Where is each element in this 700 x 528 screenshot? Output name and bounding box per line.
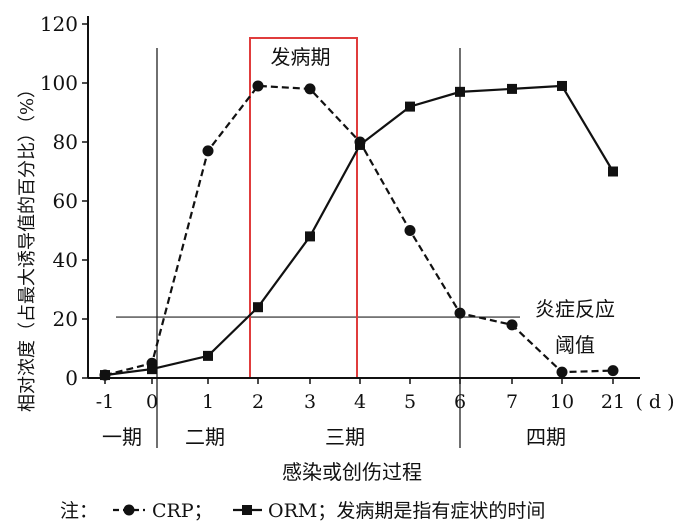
orm-point-2 <box>253 302 263 313</box>
y-tick-label-20: 20 <box>53 307 78 331</box>
phase-label-4: 四期 <box>526 425 566 449</box>
x-tick-label-21: 21 <box>601 391 625 413</box>
series-line-crp <box>104 84 614 377</box>
series-line-orm <box>104 84 614 377</box>
x-tick-label-3: 3 <box>304 391 316 413</box>
orm-point-21 <box>608 166 618 177</box>
x-tick-label-0: 0 <box>146 391 158 413</box>
y-tick-label-100: 100 <box>40 71 78 95</box>
axes <box>82 16 640 384</box>
legend-orm-marker <box>242 505 252 515</box>
phase-label-1: 一期 <box>102 425 142 449</box>
orm-point-4 <box>355 139 365 150</box>
chart-guides <box>116 37 520 448</box>
x-tick-label-4: 4 <box>354 391 366 413</box>
crp-point-10 <box>556 366 568 378</box>
onset-highlight-box <box>249 37 358 379</box>
x-tick-label-10: 10 <box>550 391 574 413</box>
legend-orm-label: ORM；发病期是指有症状的时间 <box>268 500 545 522</box>
crp-point-5 <box>404 225 416 236</box>
orm-point-0 <box>147 364 157 375</box>
x-axis-title: 感染或创伤过程 <box>282 460 422 484</box>
crp-point-1 <box>202 145 214 157</box>
y-tick-label-40: 40 <box>53 248 78 272</box>
orm-point-6 <box>455 86 465 97</box>
onset-highlight-label: 发病期 <box>271 45 331 69</box>
legend-crp-marker <box>123 504 135 516</box>
series-layer <box>99 80 619 381</box>
crp-point-6 <box>454 307 466 319</box>
x-unit-label: ( d ) <box>635 391 674 413</box>
y-tick-label-80: 80 <box>53 130 78 154</box>
crp-point-3 <box>304 83 316 95</box>
x-tick-label-6: 6 <box>454 391 466 413</box>
x-tick-label--1: -1 <box>96 391 115 413</box>
phase-label-3: 三期 <box>325 425 365 449</box>
y-tick-label-120: 120 <box>40 12 78 36</box>
threshold-label-line1: 炎症反应 <box>535 297 615 321</box>
note-prefix: 注： <box>60 500 98 522</box>
legend-crp-label: CRP； <box>152 500 213 522</box>
threshold-label-line2: 阈值 <box>555 333 595 357</box>
orm-point-1 <box>203 350 213 361</box>
orm-point-5 <box>405 101 415 112</box>
orm-point-10 <box>557 80 567 91</box>
phase-label-2: 二期 <box>185 425 225 449</box>
crp-point-21 <box>607 365 619 377</box>
x-tick-label-1: 1 <box>202 391 214 413</box>
y-tick-label-0: 0 <box>65 366 78 390</box>
x-tick-label-5: 5 <box>404 391 416 413</box>
x-tick-label-7: 7 <box>506 391 518 413</box>
y-tick-label-60: 60 <box>53 189 78 213</box>
y-axis-title: 相对浓度（占最大诱导值的百分比）（%） <box>17 80 38 412</box>
crp-point-2 <box>252 80 264 92</box>
orm-point--1 <box>100 370 110 381</box>
x-tick-label-2: 2 <box>252 391 264 413</box>
orm-point-7 <box>507 83 517 94</box>
crp-point-7 <box>506 319 518 331</box>
orm-point-3 <box>305 231 315 242</box>
